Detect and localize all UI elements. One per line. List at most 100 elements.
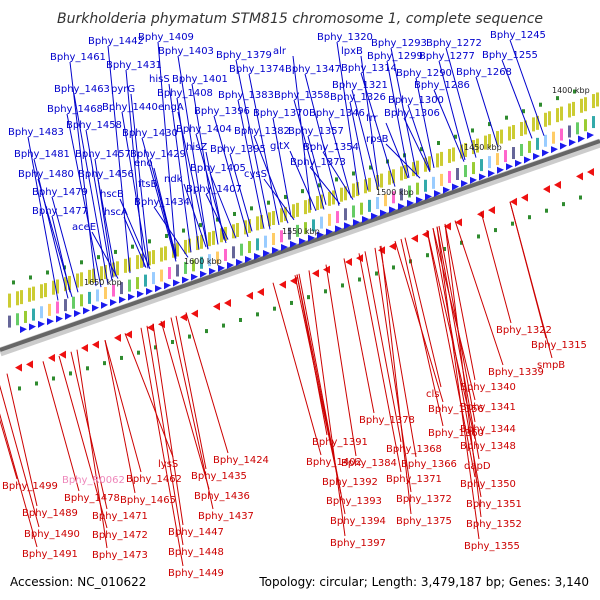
position-tick: [437, 141, 440, 146]
gene-band-outer: [272, 210, 275, 225]
gene-band-inner: [280, 230, 283, 243]
forward-gene-label: Bphy_1286: [414, 80, 470, 91]
position-tick: [318, 183, 321, 188]
leader-line: [94, 158, 114, 278]
gene-band-inner: [376, 197, 379, 210]
leader-line: [237, 99, 265, 229]
gene-band-outer: [448, 148, 451, 163]
gene-band-inner: [16, 313, 19, 326]
position-tick: [165, 233, 168, 238]
gene-band-outer: [136, 255, 139, 270]
gene-band-outer: [292, 204, 295, 219]
reverse-gene-label: Bphy_1478: [64, 493, 120, 504]
forward-gene-arrow: [173, 279, 180, 287]
forward-gene-label: Bphy_1293: [371, 38, 427, 49]
gene-band-outer: [44, 283, 47, 298]
gene-band-inner: [192, 259, 195, 272]
gene-band-inner: [480, 159, 483, 172]
gene-band-inner: [104, 287, 107, 300]
gene-band-outer: [116, 261, 119, 276]
forward-gene-arrow: [119, 296, 126, 304]
position-tick: [392, 265, 395, 270]
position-tick: [494, 228, 497, 233]
forward-gene-label: Bphy_1379: [216, 50, 272, 61]
forward-gene-label: Bphy_1358: [274, 90, 330, 101]
forward-gene-arrow: [200, 270, 207, 278]
position-tick: [341, 283, 344, 288]
gene-band-outer: [308, 198, 311, 213]
forward-gene-label: Bphy_1277: [419, 51, 475, 62]
leader-line: [501, 59, 533, 139]
forward-gene-label: Bphy_1429: [130, 149, 186, 160]
reverse-gene-arrow: [587, 168, 594, 177]
forward-gene-label: Bphy_1457: [75, 149, 131, 160]
forward-gene-label: Bphy_1382: [234, 126, 290, 137]
reverse-gene-label: Bphy_1356: [428, 404, 484, 415]
forward-gene-arrow: [344, 222, 351, 230]
reverse-gene-label: Bphy_1402: [306, 457, 362, 468]
position-tick: [12, 280, 15, 285]
leader-line: [157, 41, 177, 257]
gene-band-inner: [560, 128, 563, 141]
leader-line: [123, 216, 147, 268]
position-tick: [545, 208, 548, 213]
leader-line: [69, 61, 97, 287]
forward-gene-arrow: [47, 318, 54, 326]
reverse-gene-label: Bphy_1378: [359, 415, 415, 426]
position-tick: [148, 239, 151, 244]
gene-band-inner: [440, 173, 443, 186]
reverse-gene-arrow: [455, 218, 462, 227]
leader-line: [304, 73, 340, 206]
position-tick: [522, 109, 525, 114]
leader-line: [141, 137, 177, 262]
leader-line: [27, 136, 59, 301]
forward-gene-arrow: [263, 250, 270, 258]
gene-band-outer: [124, 258, 127, 273]
reverse-gene-label: Bphy_1366: [401, 459, 457, 470]
reverse-gene-label: Bphy_1339: [488, 367, 544, 378]
leader-line: [293, 99, 325, 210]
gene-band-inner: [8, 315, 11, 328]
position-tick: [562, 202, 565, 207]
leader-line: [263, 178, 295, 221]
leader-line: [6, 373, 38, 507]
forward-gene-label: Bphy_1395: [210, 144, 266, 155]
reverse-gene-label: dapD: [464, 461, 491, 472]
forward-gene-arrow: [497, 166, 504, 174]
gene-band-outer: [76, 273, 79, 288]
forward-gene-label: hscA: [104, 207, 128, 218]
gene-band-inner: [592, 116, 595, 129]
gene-band-inner: [496, 153, 499, 166]
leader-line: [272, 117, 292, 217]
forward-gene-arrow: [425, 193, 432, 201]
gene-band-inner: [88, 291, 91, 304]
forward-gene-label: Bphy_1245: [490, 30, 546, 41]
kbp-tick-label: 1550 kbp: [282, 227, 320, 236]
position-tick: [267, 200, 270, 205]
leader-line: [107, 45, 131, 274]
gene-band-inner: [312, 219, 315, 232]
reverse-gene-arrow: [224, 298, 231, 307]
leader-line: [235, 59, 271, 230]
leader-line: [480, 211, 512, 324]
gene-band-outer: [376, 175, 379, 190]
gene-band-outer: [556, 108, 559, 123]
gene-band-outer: [580, 98, 583, 113]
gene-band-inner: [64, 299, 67, 312]
gene-band-outer: [304, 200, 307, 215]
forward-gene-arrow: [326, 228, 333, 236]
gene-band-inner: [552, 131, 555, 144]
forward-gene-arrow: [524, 156, 531, 164]
forward-gene-arrow: [128, 293, 135, 301]
reverse-gene-label: Bphy_1371: [386, 474, 442, 485]
leader-line: [177, 111, 209, 250]
gene-band-inner: [456, 168, 459, 181]
leader-line: [307, 135, 327, 205]
position-tick: [420, 147, 423, 152]
position-tick: [80, 260, 83, 265]
leader-line: [51, 196, 79, 293]
leader-line: [364, 251, 402, 443]
forward-gene-label: Bphy_1463: [54, 84, 110, 95]
reverse-gene-arrow: [246, 291, 253, 300]
gene-band-outer: [548, 111, 551, 126]
